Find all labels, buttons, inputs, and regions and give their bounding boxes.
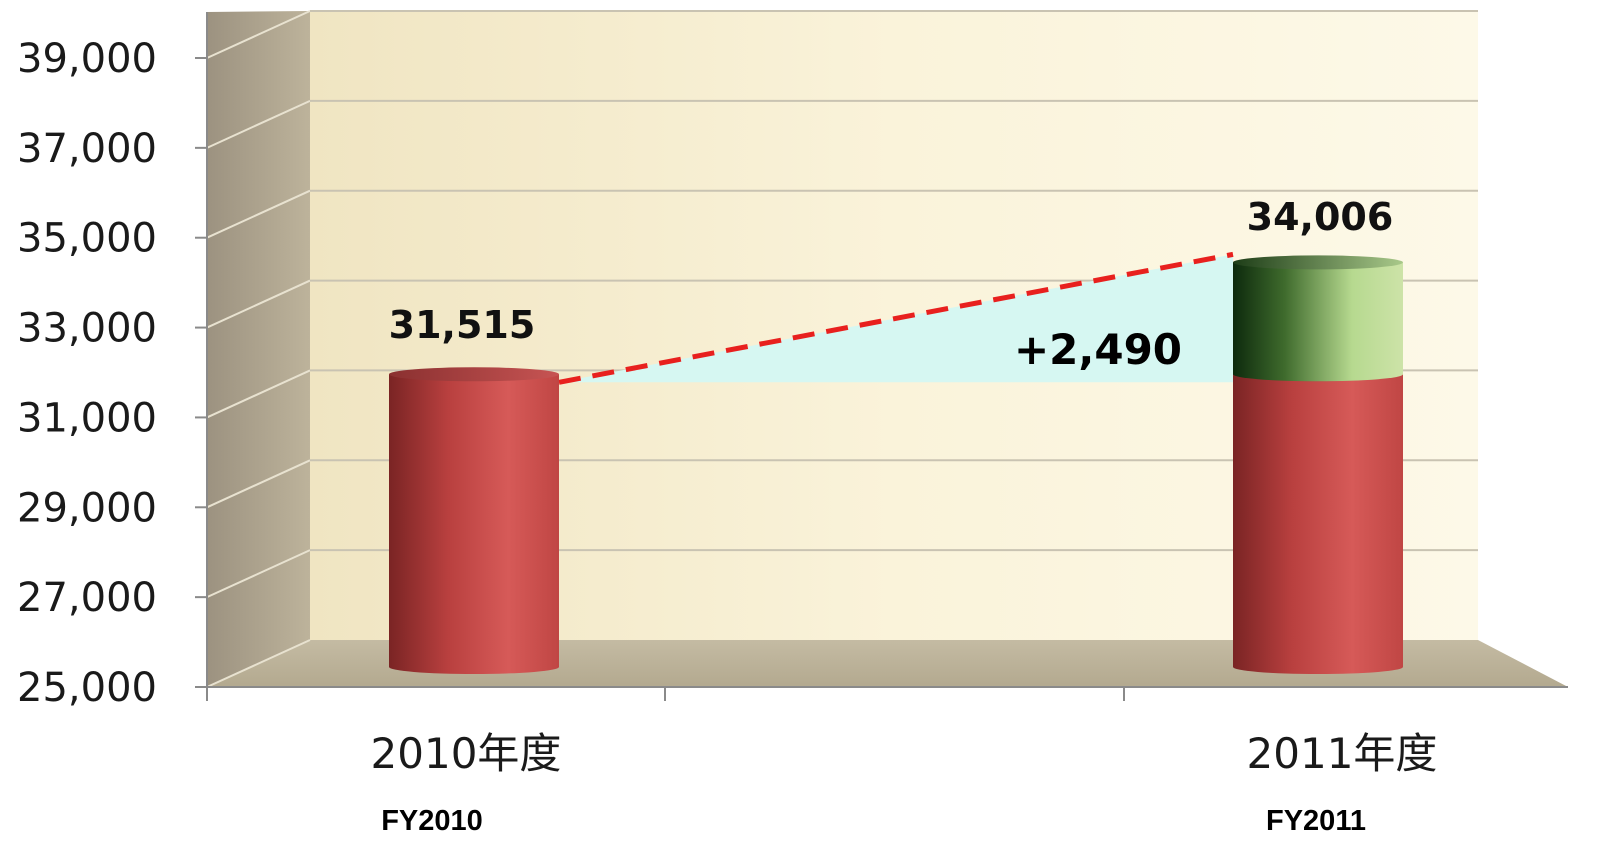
y-tick-label: 29,000 bbox=[17, 485, 157, 531]
x-category-label: 2011年度 bbox=[1247, 729, 1438, 778]
data-label-fy2011: 34,006 bbox=[1247, 195, 1394, 239]
delta-label: +2,490 bbox=[1014, 325, 1182, 374]
y-tick-label: 25,000 bbox=[17, 665, 157, 711]
bar-increase-1-body bbox=[1233, 262, 1403, 382]
bar-base-0 bbox=[389, 367, 559, 674]
y-tick-label: 39,000 bbox=[17, 36, 157, 82]
y-tick-label: 33,000 bbox=[17, 306, 157, 352]
delta-area bbox=[558, 251, 1234, 385]
grid-line-side bbox=[206, 369, 311, 419]
bar-increase-1 bbox=[1233, 255, 1403, 382]
bar-increase-1-top bbox=[1233, 255, 1403, 270]
grid-line-side bbox=[206, 99, 311, 149]
grid-line-side bbox=[206, 279, 311, 329]
bar-base-0-body bbox=[389, 374, 559, 674]
labels: 31,515 34,006 +2,490 2010年度 FY2010 2011年度 FY20… bbox=[371, 195, 1438, 837]
x-category-sublabel: FY2011 bbox=[1266, 805, 1366, 837]
grid-line-side bbox=[206, 189, 311, 239]
data-label-fy2010: 31,515 bbox=[389, 303, 536, 347]
side-wall bbox=[207, 11, 310, 687]
grid-line-side bbox=[206, 459, 311, 509]
grid-line-side bbox=[206, 549, 311, 599]
y-tick-label: 27,000 bbox=[17, 575, 157, 621]
bars bbox=[389, 255, 1403, 674]
x-category-sublabel: FY2010 bbox=[381, 805, 483, 837]
axes: 25,000 27,000 29,000 31,000 33,000 35,000 37,0… bbox=[17, 12, 1568, 711]
bar-base-0-top bbox=[389, 367, 559, 382]
y-tick-label: 31,000 bbox=[17, 395, 157, 441]
bar-base-1-body bbox=[1233, 374, 1403, 674]
grid-line-side bbox=[206, 639, 311, 688]
trend-line bbox=[558, 251, 1234, 385]
y-tick-label: 35,000 bbox=[17, 216, 157, 262]
grid-line-side bbox=[206, 10, 311, 59]
y-tick-label: 37,000 bbox=[17, 126, 157, 172]
bar-base-1 bbox=[1233, 367, 1403, 674]
x-category-label: 2010年度 bbox=[371, 729, 562, 778]
